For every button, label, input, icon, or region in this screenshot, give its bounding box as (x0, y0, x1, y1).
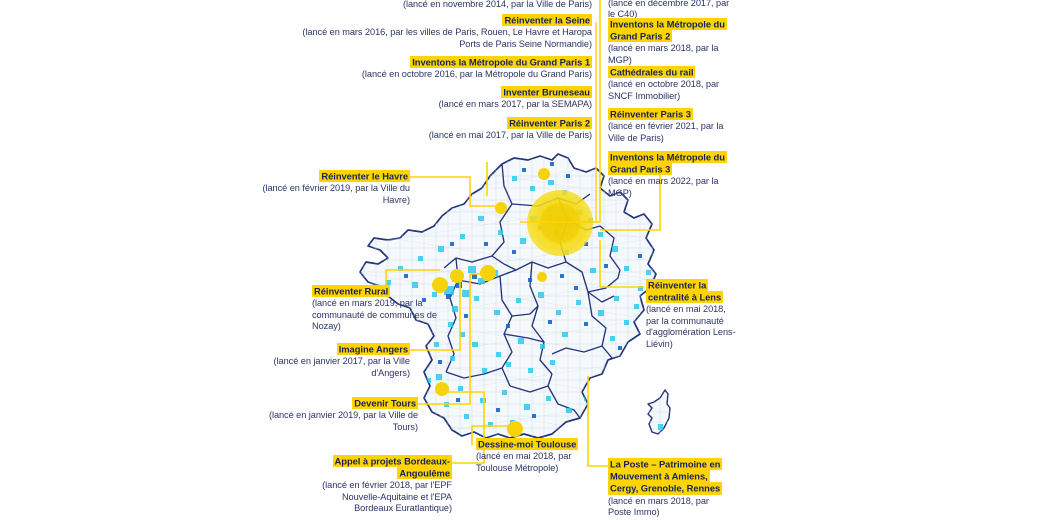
label-reinventer-la-centralite-a-lens[interactable]: Réinventer la centralité à Lens (lancé e… (646, 278, 738, 350)
label-title: Cathédrales du rail (608, 65, 696, 79)
label-dessine-moi-toulouse[interactable]: Dessine-moi Toulouse (lancé en mai 2018,… (476, 437, 596, 474)
label-title: Réinventer Paris 2 (507, 116, 592, 130)
label-subtitle: (lancé en mai 2018, par Toulouse Métropo… (476, 451, 572, 473)
label-inventons-mgp-3[interactable]: Inventons la Métropole du Grand Paris 3 … (608, 150, 736, 199)
label-subtitle: (lancé en décembre 2017, par le C40) (608, 0, 730, 20)
label-subtitle: (lancé en mars 2017, par la SEMAPA) (438, 99, 592, 110)
label-subtitle: (lancé en mai 2017, par la Ville de Pari… (428, 130, 592, 141)
label-inventons-mgp-2[interactable]: Inventons la Métropole du Grand Paris 2 … (608, 17, 736, 66)
label-title: Dessine-moi Toulouse (476, 437, 579, 451)
label-subtitle: (lancé en octobre 2018, par SNCF Immobil… (608, 79, 720, 101)
label-title: Inventons la Métropole du Grand Paris 2 (608, 17, 727, 43)
label-reinventer-rural[interactable]: Réinventer Rural (lancé en mars 2019, pa… (312, 284, 442, 332)
label-reinventing-cities-c40[interactable]: (lancé en décembre 2017, par le C40) (608, 0, 736, 21)
label-title: Appel à projets Bordeaux-Angoulême (332, 454, 452, 480)
label-title: La Poste – Patrimoine en Mouvement à Ami… (608, 457, 723, 495)
label-subtitle: (lancé en novembre 2014, par la Ville de… (403, 0, 592, 9)
label-subtitle: (lancé en octobre 2016, par la Métropole… (361, 69, 592, 80)
label-la-poste-patrimoine-en-mouvement[interactable]: La Poste – Patrimoine en Mouvement à Ami… (608, 457, 734, 518)
label-title: Imagine Angers (336, 342, 410, 356)
label-title: Inventer Bruneseau (501, 85, 592, 99)
label-inventer-bruneseau[interactable]: Inventer Bruneseau (lancé en mars 2017, … (290, 85, 592, 111)
label-subtitle: (lancé en mars 2019, par la communauté d… (312, 298, 437, 332)
marker-angers (450, 269, 464, 283)
label-title: Réinventer Paris 3 (608, 107, 693, 121)
label-inventons-mgp-1[interactable]: Inventons la Métropole du Grand Paris 1 … (290, 55, 592, 81)
marker-toulouse (507, 421, 523, 437)
label-subtitle: (lancé en février 2018, par l'EPF Nouvel… (322, 480, 452, 514)
label-reinventer-paris-3[interactable]: Réinventer Paris 3 (lancé en février 202… (608, 107, 736, 144)
label-title: Inventons la Métropole du Grand Paris 1 (410, 55, 592, 69)
label-cathedrales-du-rail[interactable]: Cathédrales du rail (lancé en octobre 20… (608, 65, 736, 102)
marker-bordeaux (435, 382, 449, 396)
label-subtitle: (lancé en mars 2022, par la MGP) (608, 176, 719, 198)
marker-tours (480, 265, 496, 281)
label-title: Devenir Tours (352, 396, 418, 410)
label-subtitle: (lancé en mars 2018, par Poste Immo) (608, 495, 709, 518)
label-title: Inventons la Métropole du Grand Paris 3 (608, 150, 727, 176)
label-reinventer-la-seine[interactable]: Réinventer la Seine (lancé en mars 2016,… (290, 13, 592, 50)
corsica-island (647, 389, 671, 435)
marker-cergy (537, 272, 547, 282)
label-subtitle: (lancé en mars 2016, par les villes de P… (302, 27, 592, 49)
label-subtitle: (lancé en mars 2018, par la MGP) (608, 43, 719, 65)
label-title: Réinventer la centralité à Lens (646, 278, 724, 304)
label-title: Réinventer le Havre (319, 169, 410, 183)
label-reinventer-paris-2[interactable]: Réinventer Paris 2 (lancé en mai 2017, p… (290, 116, 592, 142)
label-title: Réinventer la Seine (502, 13, 592, 27)
label-devenir-tours[interactable]: Devenir Tours (lancé en janvier 2019, pa… (258, 396, 418, 433)
label-imagine-angers[interactable]: Imagine Angers (lancé en janvier 2017, p… (250, 342, 411, 379)
label-subtitle: (lancé en mai 2018, par la communauté d'… (646, 304, 736, 349)
label-subtitle: (lancé en février 2019, par la Ville du … (262, 183, 410, 205)
label-reinventer-paris-1[interactable]: (lancé en novembre 2014, par la Ville de… (290, 0, 592, 10)
label-subtitle: (lancé en février 2021, par la Ville de … (608, 121, 724, 143)
marker-le-havre (495, 202, 507, 214)
marker-amiens (538, 168, 550, 180)
label-title: Réinventer Rural (312, 284, 391, 298)
label-appel-a-projets-bordeaux-angouleme[interactable]: Appel à projets Bordeaux-Angoulême (lanc… (308, 454, 452, 515)
label-reinventer-le-havre[interactable]: Réinventer le Havre (lancé en février 20… (250, 169, 410, 206)
label-subtitle: (lancé en janvier 2019, par la Ville de … (268, 410, 418, 432)
label-subtitle: (lancé en janvier 2017, par la Ville d'A… (273, 356, 411, 378)
